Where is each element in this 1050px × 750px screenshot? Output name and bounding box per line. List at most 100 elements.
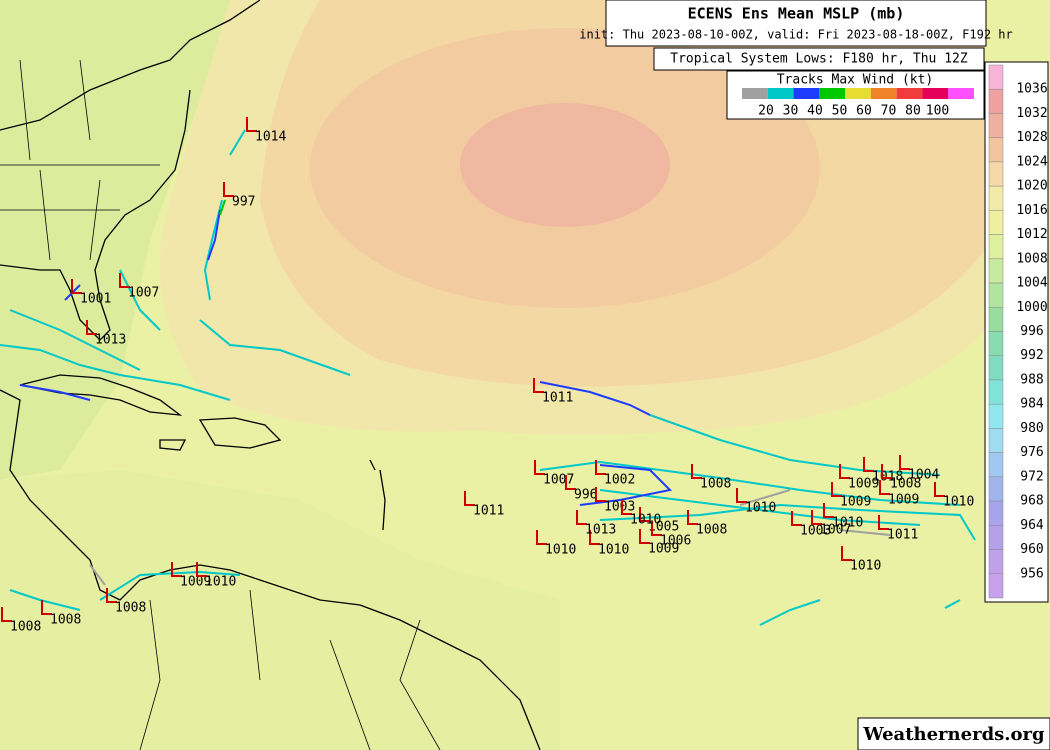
low-marker [196,562,207,577]
wind-swatch [845,88,871,99]
track [944,599,961,609]
track [9,309,141,371]
island [19,374,183,416]
wind-label: 70 [881,104,897,119]
colorbar-swatch [988,355,1004,381]
low-label: 1009 [848,477,879,492]
coastline [0,89,191,341]
low-label: 1007 [543,473,574,488]
wind-legend-title: Tracks Max Wind (kt) [777,73,934,88]
low-label: 1010 [943,495,974,510]
low-label: 1003 [800,524,831,539]
track [199,319,351,376]
tracks [19,209,673,506]
low-label: 1014 [255,130,286,145]
low-label: 1010 [850,559,881,574]
wind-legend: 20 30 40 50 60 70 80 100 [742,88,974,119]
wind-swatch [793,88,820,99]
track [539,460,961,506]
country-border [139,589,441,750]
low-label: 1001 [80,292,111,307]
wind-label: 20 [758,104,774,119]
colorbar-swatch [988,113,1004,138]
low-marker [691,464,702,479]
island [198,417,282,449]
low-marker [863,457,874,472]
wind-label: 30 [783,104,799,119]
colorbar-swatch [988,185,1004,211]
low-marker [71,279,82,294]
colorbar-swatch [988,573,1004,599]
track [0,344,231,401]
wind-label: 60 [856,104,872,119]
low-label: 1008 [10,620,41,635]
wind-swatch [922,88,949,99]
low-marker [86,320,97,335]
colorbar-label: 1004 [1016,276,1047,291]
coastline [0,389,541,750]
low-marker [106,588,117,603]
low-marker [934,482,945,497]
low-marker [791,511,802,526]
header-title: ECENS Ens Mean MSLP (mb) [688,5,905,23]
low-label: 1011 [473,504,504,519]
track [219,199,226,216]
pressure-region [460,103,670,227]
low-marker [595,460,606,475]
colorbar-label: 1028 [1016,130,1047,145]
low-marker [736,488,747,503]
colorbar-label: 984 [1020,397,1044,412]
low-marker [565,475,576,490]
low-label: 1005 [648,520,679,535]
low-marker [823,503,834,518]
low-marker [621,500,632,515]
track [649,414,941,476]
colorbar: 1036 1032 1028 1024 1020 1016 1012 1008 1004 1000… [988,64,1048,599]
low-marker [687,510,698,525]
colorbar-label: 960 [1020,542,1043,557]
colorbar-label: 956 [1020,566,1043,581]
colorbar-swatch [988,210,1004,235]
track [19,384,91,401]
low-marker [839,464,850,479]
pressure-region [0,470,560,750]
colorbar-label: 988 [1020,372,1043,387]
track [207,209,221,261]
low-label: 1004 [908,468,939,483]
colorbar-swatch [988,403,1004,429]
watermark: Weathernerds.org [862,724,1045,745]
low-label: 996 [574,488,597,503]
low-label: 1003 [604,500,635,515]
low-label: 1013 [585,523,616,538]
low-label: 1008 [115,601,146,616]
colorbar-label: 1036 [1016,82,1047,97]
island [159,439,187,451]
colorbar-swatch [988,258,1004,284]
low-label: 1010 [630,513,661,528]
track [9,589,81,611]
low-label: 1009 [840,495,871,510]
low-label: 1010 [832,516,863,531]
low-label: 1010 [745,501,776,516]
low-marker [899,455,910,470]
low-label: 1009 [888,493,919,508]
wind-swatch [767,88,794,99]
island [369,459,386,531]
colorbar-label: 1032 [1016,106,1047,121]
state-border [0,59,160,261]
wind-swatch [742,88,768,99]
colorbar-swatch [988,64,1004,90]
low-label: 1009 [180,575,211,590]
colorbar-swatch [988,282,1004,308]
low-marker [171,562,182,577]
wind-swatch [948,88,974,99]
low-marker [119,273,130,288]
colorbar-swatch [988,161,1004,187]
low-label: 1008 [696,523,727,538]
colorbar-label: 972 [1020,469,1043,484]
wind-label: 40 [807,104,823,119]
low-marker [651,521,662,536]
